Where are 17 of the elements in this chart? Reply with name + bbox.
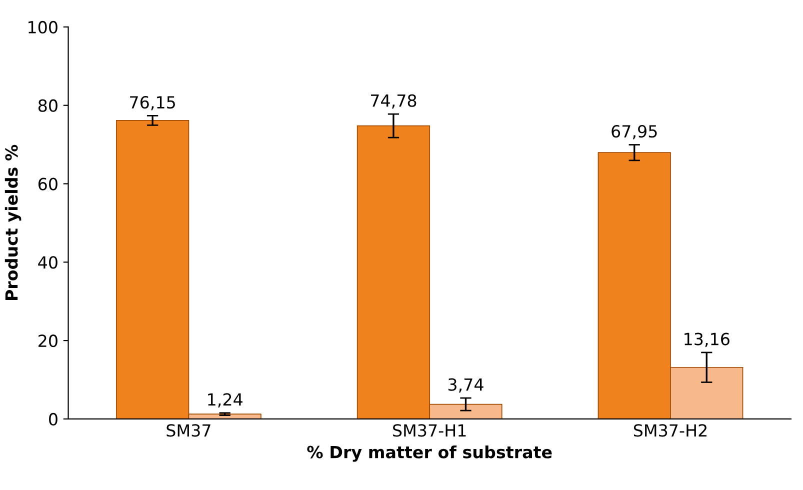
x-tick-label: SM37-H1 [393, 424, 466, 437]
data-label: 13,16 [684, 332, 730, 348]
data-label: 74,78 [370, 94, 416, 109]
data-label: 3,74 [448, 378, 484, 393]
y-tick-label: 40 [38, 256, 58, 269]
y-tick-label: 0 [49, 412, 58, 426]
x-tick-label: SM37 [166, 424, 210, 437]
y-tick-label: 20 [38, 334, 58, 348]
y-tick-label: 100 [28, 20, 58, 34]
data-label: 1,24 [208, 393, 242, 408]
data-label: 67,95 [612, 124, 657, 140]
x-axis-title: % Dry matter of substrate [307, 445, 552, 462]
y-tick-label: 60 [38, 178, 58, 190]
x-tick-label: SM37-H2 [634, 424, 706, 437]
y-axis-title: Product yields % [4, 144, 22, 300]
data-label: 76,15 [130, 96, 175, 110]
y-tick-label: 80 [38, 99, 58, 112]
